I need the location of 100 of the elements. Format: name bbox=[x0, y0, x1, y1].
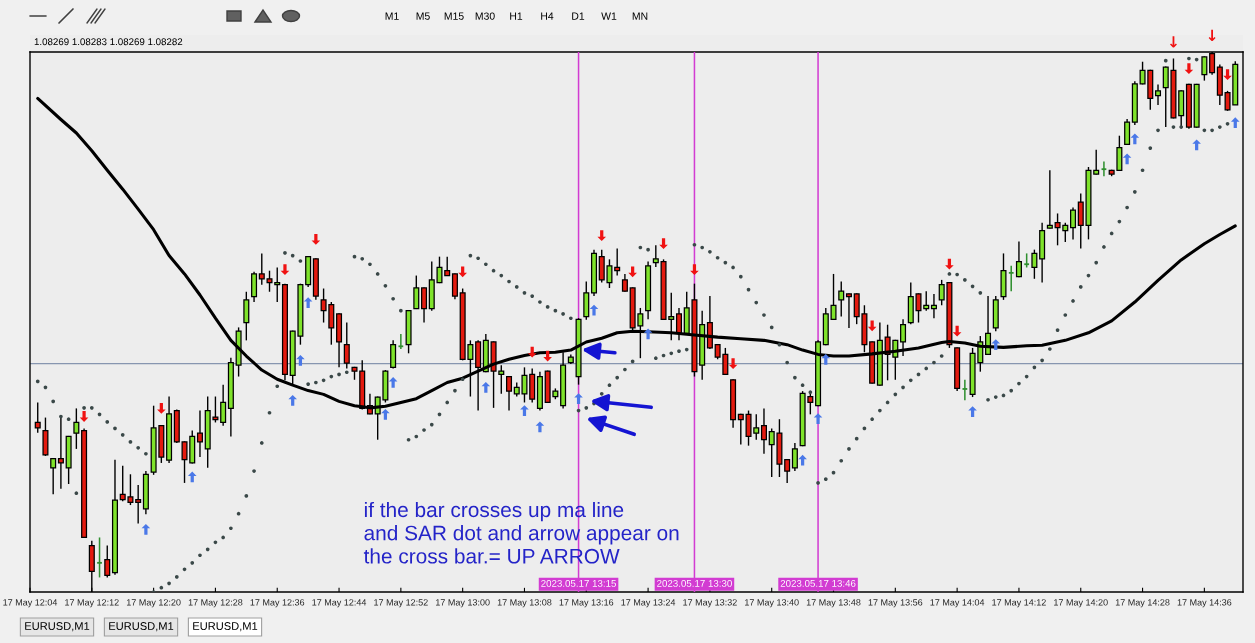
candlestick bbox=[784, 458, 791, 484]
x-tick-label: 17 May 13:00 bbox=[436, 599, 490, 608]
candlestick bbox=[50, 457, 57, 495]
point bbox=[945, 258, 954, 270]
candlestick bbox=[1201, 55, 1208, 82]
candlestick bbox=[900, 318, 907, 357]
candlestick bbox=[760, 407, 768, 455]
candlestick bbox=[1007, 265, 1015, 292]
candlestick bbox=[57, 415, 64, 490]
text: M30 bbox=[475, 12, 495, 20]
x-tick-label: 17 May 13:24 bbox=[621, 599, 676, 608]
text: EURUSD,M1 bbox=[109, 622, 174, 632]
point bbox=[597, 230, 607, 241]
candlestick bbox=[421, 286, 428, 324]
candlestick bbox=[135, 484, 142, 525]
candlestick bbox=[505, 375, 513, 412]
candlestick bbox=[451, 272, 458, 301]
text: EURUSD,M1 bbox=[25, 622, 90, 632]
candlestick bbox=[961, 379, 969, 402]
x-tick-label: 17 May 12:20 bbox=[126, 599, 181, 608]
x-tick-label: 17 May 12:44 bbox=[312, 599, 367, 608]
text: H1 bbox=[510, 12, 523, 20]
x-tick-label: 17 May 12:36 bbox=[250, 599, 305, 608]
text: W1 bbox=[601, 12, 617, 20]
x-tick-label: 17 May 13:08 bbox=[497, 599, 552, 608]
point bbox=[311, 234, 321, 245]
x-tick-label: 17 May 14:28 bbox=[1115, 599, 1170, 608]
point bbox=[1223, 69, 1232, 81]
candlestick bbox=[845, 292, 852, 329]
ref-line-label: 2023.05.17 13:30 bbox=[657, 579, 732, 587]
candlestick bbox=[96, 536, 103, 579]
point bbox=[296, 354, 305, 366]
candlestick bbox=[73, 407, 80, 450]
x-tick-label: 17 May 13:40 bbox=[745, 599, 799, 608]
annotation: ↓ bbox=[1170, 36, 1177, 48]
x-tick-label: 17 May 13:48 bbox=[806, 599, 861, 608]
point bbox=[628, 266, 637, 278]
point bbox=[952, 325, 962, 337]
point bbox=[527, 346, 537, 358]
point bbox=[157, 403, 166, 414]
x-tick-label: 17 May 14:36 bbox=[1177, 599, 1232, 608]
text: EURUSD,M1 bbox=[193, 622, 258, 632]
point bbox=[659, 238, 668, 250]
point bbox=[728, 358, 738, 369]
point bbox=[535, 421, 545, 433]
ref-line-label: 2023.05.17 13:46 bbox=[780, 579, 856, 587]
candlestick bbox=[1031, 248, 1038, 280]
point bbox=[288, 394, 297, 406]
candlestick bbox=[196, 409, 203, 458]
point bbox=[991, 339, 1001, 351]
x-tick-label: 17 May 13:56 bbox=[868, 599, 923, 608]
candlestick bbox=[791, 442, 798, 472]
annotation: ↓ bbox=[1208, 29, 1216, 41]
text: 1.08269 1.08283 1.08269 1.08282 bbox=[34, 38, 183, 46]
x-tick-label: 17 May 14:12 bbox=[992, 599, 1046, 608]
x-tick-label: 17 May 13:32 bbox=[683, 599, 737, 608]
text: D1 bbox=[572, 12, 585, 20]
point bbox=[643, 328, 653, 340]
text: M5 bbox=[416, 12, 430, 20]
x-tick-label: 17 May 12:28 bbox=[188, 599, 243, 608]
x-tick-label: 17 May 14:20 bbox=[1054, 599, 1108, 608]
x-tick-label: 17 May 13:16 bbox=[559, 599, 614, 608]
candlestick bbox=[838, 280, 845, 318]
candlestick bbox=[390, 339, 397, 370]
candlestick bbox=[1124, 118, 1131, 146]
text: MN bbox=[632, 12, 648, 20]
point bbox=[1130, 133, 1140, 145]
text: M1 bbox=[385, 12, 399, 20]
point bbox=[1184, 63, 1194, 75]
point bbox=[543, 350, 552, 362]
candlestick bbox=[413, 274, 420, 310]
point bbox=[187, 471, 197, 483]
point bbox=[280, 264, 290, 275]
point bbox=[388, 377, 398, 388]
candlestick bbox=[675, 307, 683, 342]
candlestick bbox=[397, 333, 405, 350]
ref-line-label: 2023.05.17 13:15 bbox=[541, 579, 616, 587]
point bbox=[381, 408, 390, 420]
candlestick bbox=[1154, 83, 1162, 106]
candlestick bbox=[583, 280, 590, 321]
point bbox=[481, 381, 491, 393]
candlestick bbox=[343, 321, 350, 370]
point bbox=[520, 405, 529, 416]
point bbox=[1230, 117, 1240, 129]
point bbox=[798, 454, 807, 466]
candlestick bbox=[930, 293, 937, 319]
text: M15 bbox=[444, 12, 464, 20]
x-tick-label: 17 May 12:52 bbox=[374, 599, 428, 608]
point bbox=[1122, 153, 1132, 165]
point bbox=[589, 304, 599, 316]
point bbox=[458, 266, 467, 278]
candlestick bbox=[1046, 169, 1053, 230]
x-tick-label: 17 May 12:04 bbox=[3, 599, 58, 608]
point bbox=[79, 411, 89, 422]
point bbox=[968, 406, 977, 418]
x-tick-label: 17 May 14:04 bbox=[930, 599, 985, 608]
x-tick-label: 17 May 12:12 bbox=[65, 599, 119, 608]
candlestick bbox=[104, 544, 111, 579]
point bbox=[867, 320, 877, 332]
point bbox=[141, 523, 151, 535]
